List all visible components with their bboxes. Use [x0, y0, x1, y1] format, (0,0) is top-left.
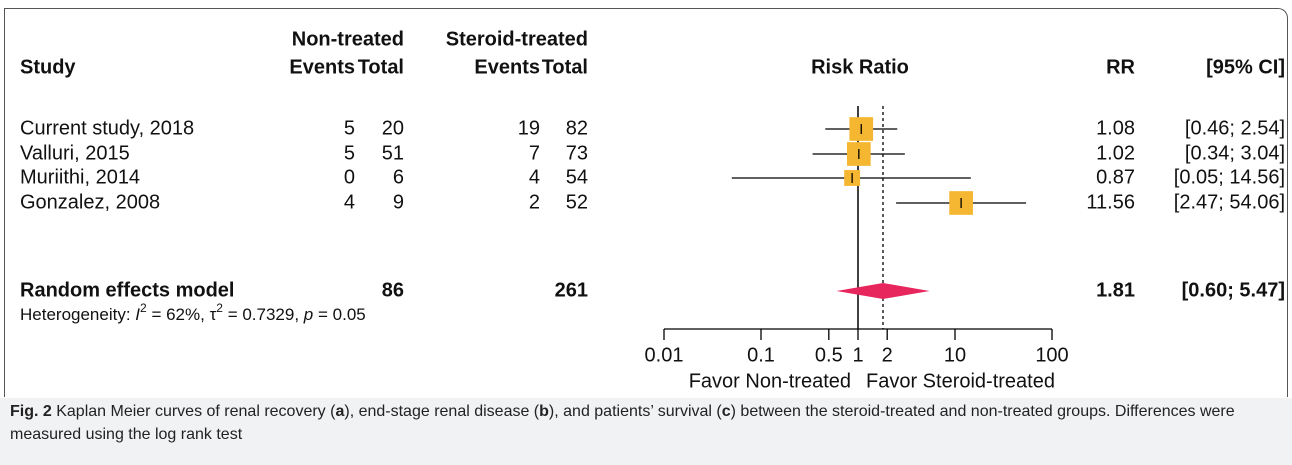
heterogeneity-part: = 0.7329, [223, 305, 304, 324]
study-name: Muriithi, 2014 [20, 166, 140, 188]
column-header: Events [289, 56, 355, 78]
column-header: Total [542, 56, 588, 78]
rr-label: 1.08 [1096, 117, 1135, 139]
caption-part: Kaplan Meier curves of renal recovery ( [51, 403, 336, 420]
group-header: Steroid-treated [446, 28, 588, 50]
total-cell: 51 [382, 142, 404, 164]
ci-label: [0.46; 2.54] [1185, 117, 1285, 139]
summary-name: Random effects model [20, 279, 234, 301]
total-cell: 9 [393, 191, 404, 213]
events-cell: 19 [518, 117, 540, 139]
total-cell: 73 [566, 142, 588, 164]
caption-part: ), end-stage renal disease ( [344, 403, 540, 420]
x-tick-label: 100 [1035, 344, 1068, 366]
total-cell: 82 [566, 117, 588, 139]
summary-rr: 1.81 [1096, 279, 1135, 301]
caption-part: b [539, 403, 549, 420]
events-cell: 4 [344, 191, 355, 213]
x-tick-label: 10 [944, 344, 966, 366]
events-cell: 7 [529, 142, 540, 164]
summary-diamond [836, 283, 930, 299]
group-header: Non-treated [292, 28, 404, 50]
study-name: Current study, 2018 [20, 117, 194, 139]
events-cell: 0 [344, 166, 355, 188]
column-header: Events [474, 56, 540, 78]
events-cell: 2 [529, 191, 540, 213]
caption-part: ), and patients’ survival ( [548, 403, 722, 420]
column-header: Risk Ratio [811, 56, 909, 78]
heterogeneity: Heterogeneity: I2 = 62%, τ2 = 0.7329, p … [20, 301, 366, 324]
heterogeneity-part: 2 [140, 301, 147, 315]
heterogeneity-part: = 62%, τ [147, 305, 217, 324]
events-cell: 4 [529, 166, 540, 188]
summary-total: 261 [555, 279, 588, 301]
heterogeneity-part: Heterogeneity: [20, 305, 135, 324]
total-cell: 54 [566, 166, 588, 188]
column-header: Total [358, 56, 404, 78]
study-name: Valluri, 2015 [20, 142, 130, 164]
events-cell: 5 [344, 117, 355, 139]
column-header: [95% CI] [1206, 56, 1285, 78]
x-tick-label: 0.5 [815, 344, 843, 366]
rr-label: 1.02 [1096, 142, 1135, 164]
study-name: Gonzalez, 2008 [20, 191, 160, 213]
caption-part: c [721, 403, 731, 420]
heterogeneity-part: p [303, 305, 313, 324]
events-cell: 5 [344, 142, 355, 164]
total-cell: 6 [393, 166, 404, 188]
x-tick-label: 0.1 [747, 344, 775, 366]
total-cell: 20 [382, 117, 404, 139]
column-header: RR [1106, 56, 1135, 78]
caption-part: Fig. 2 [10, 403, 52, 420]
x-tick-label: 0.01 [645, 344, 684, 366]
ci-label: [2.47; 54.06] [1174, 191, 1285, 213]
x-tick-label: 2 [882, 344, 893, 366]
rr-label: 0.87 [1096, 166, 1135, 188]
caption: Fig. 2 Kaplan Meier curves of renal reco… [0, 398, 1292, 465]
x-axis-label: Favor Non-treated [689, 370, 851, 392]
column-header: Study [20, 56, 76, 78]
caption-part: ) between the steroid-treated and non-tr… [10, 403, 1235, 443]
rr-label: 11.56 [1086, 191, 1135, 213]
heterogeneity-part: 2 [216, 301, 223, 315]
figure-frame [4, 8, 1288, 397]
caption-part: a [335, 403, 345, 420]
heterogeneity-part: = 0.05 [313, 305, 365, 324]
heterogeneity-part: I [135, 305, 140, 324]
x-axis-label: Favor Steroid-treated [866, 370, 1055, 392]
ci-label: [0.05; 14.56] [1174, 166, 1285, 188]
total-cell: 52 [566, 191, 588, 213]
summary-ci: [0.60; 5.47] [1182, 279, 1285, 301]
x-tick-label: 1 [852, 344, 863, 366]
summary-total: 86 [382, 279, 404, 301]
ci-label: [0.34; 3.04] [1185, 142, 1285, 164]
